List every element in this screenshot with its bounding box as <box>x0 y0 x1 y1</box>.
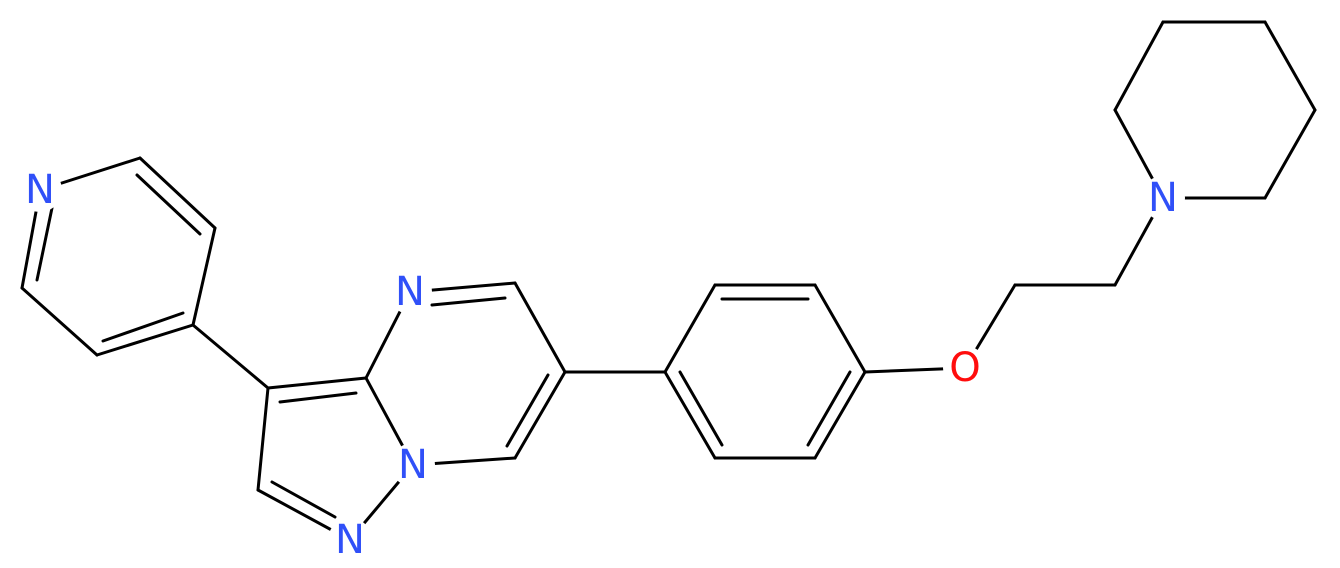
atom-label: O <box>949 345 980 391</box>
bonds <box>20 20 1317 542</box>
atom-label: N <box>395 269 425 315</box>
atom-label: N <box>335 517 365 563</box>
atom-labels: N N N N O N <box>18 167 1185 563</box>
atom-label: N <box>25 167 55 213</box>
atom-label: N <box>1148 175 1178 221</box>
atom-label: N <box>398 442 428 488</box>
